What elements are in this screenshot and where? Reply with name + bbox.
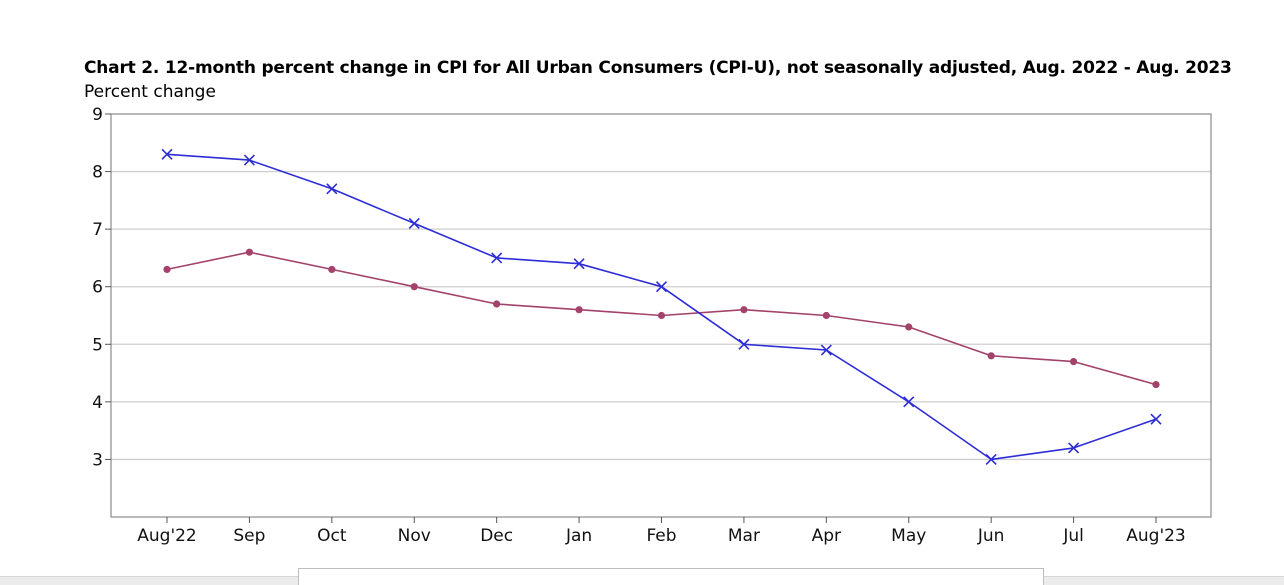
legend-box	[298, 568, 1044, 585]
series-line	[166, 153, 1157, 461]
data-point-dot-marker	[740, 306, 748, 314]
x-tick-label: Oct	[317, 526, 347, 546]
data-point-x-marker	[820, 344, 832, 356]
data-point-dot-marker	[1069, 357, 1078, 366]
y-tick-label: 5	[92, 335, 103, 355]
data-point-x-marker	[573, 258, 585, 270]
data-point-dot-marker	[1152, 380, 1160, 389]
data-point-x-marker	[903, 396, 915, 408]
x-tick-label: Sep	[233, 526, 265, 546]
y-tick-label: 9	[92, 105, 103, 125]
data-point-x-marker	[243, 154, 255, 166]
x-tick-label: Dec	[480, 526, 513, 546]
data-point-dot-marker	[328, 265, 336, 274]
data-point-x-marker	[738, 338, 750, 350]
chart-title: Chart 2. 12-month percent change in CPI …	[84, 58, 1232, 78]
data-point-dot-marker	[245, 248, 254, 256]
y-tick-label: 4	[92, 393, 103, 413]
series-lines	[161, 148, 1162, 465]
x-tick-label: Mar	[728, 526, 760, 546]
data-point-x-marker	[491, 252, 503, 264]
data-point-x-marker	[408, 217, 420, 229]
x-tick-label: May	[891, 526, 926, 546]
data-point-dot-marker	[987, 352, 995, 360]
data-point-x-marker	[1068, 442, 1080, 454]
y-tick-label: 7	[92, 220, 103, 240]
x-tick-label: Aug'23	[1126, 526, 1186, 546]
y-tick-label: 8	[92, 163, 103, 183]
x-tick-label: Jun	[977, 526, 1005, 546]
y-axis-label: Percent change	[84, 82, 216, 102]
series-all-items-less-food-and-energy	[163, 248, 1160, 389]
y-tick-label: 3	[92, 450, 103, 470]
data-point-dot-marker	[575, 306, 583, 314]
data-point-dot-marker	[493, 300, 501, 308]
x-tick-label: Nov	[398, 526, 431, 546]
x-tick-label: Feb	[646, 526, 676, 546]
data-point-dot-marker	[657, 311, 666, 320]
data-point-dot-marker	[163, 265, 171, 274]
x-tick-label: Jul	[1062, 526, 1084, 546]
x-tick-label: Aug'22	[137, 526, 197, 546]
gridlines	[111, 170, 1211, 461]
data-point-dot-marker	[905, 323, 913, 331]
data-point-dot-marker	[410, 283, 418, 291]
x-tick-label: Jan	[565, 526, 592, 546]
data-point-x-marker	[326, 183, 338, 195]
data-point-x-marker	[161, 148, 173, 160]
series-all-items	[161, 148, 1162, 465]
x-axis: Aug'22 Sep Oct Nov Dec Jan Feb Mar Apr May Jun Jul A…	[137, 517, 1186, 546]
y-tick-label: 6	[92, 278, 103, 298]
y-axis: 3 4 5 6 7 8 9	[92, 105, 111, 470]
data-point-dot-marker	[822, 311, 830, 320]
x-tick-label: Apr	[812, 526, 841, 546]
data-point-x-marker	[655, 281, 668, 293]
data-point-x-marker	[1150, 413, 1162, 425]
data-point-x-marker	[985, 453, 997, 465]
